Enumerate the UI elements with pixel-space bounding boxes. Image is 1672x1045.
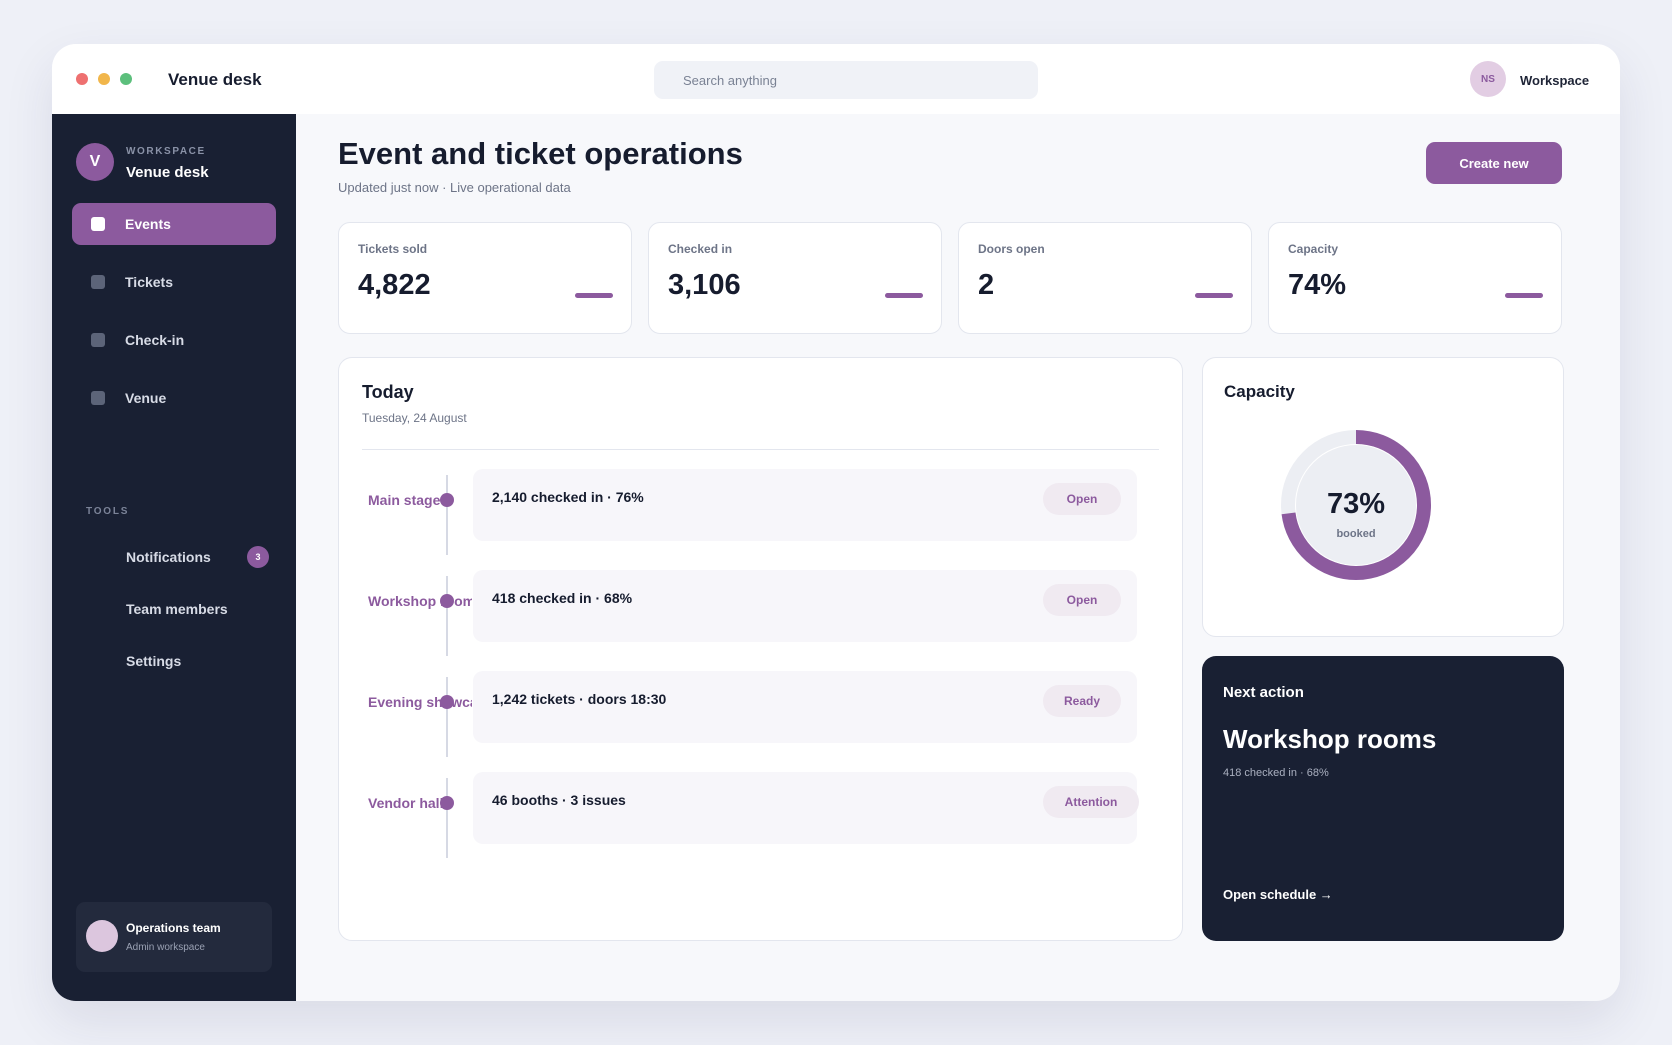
timeline-card[interactable]: 2,140 checked in · 76% Open [473,469,1137,541]
today-panel: Today Tuesday, 24 August Main stage 2,14… [338,357,1183,941]
team-subtitle: Admin workspace [126,942,205,953]
sidebar-item-label: Events [125,216,171,232]
sidebar-item-tickets[interactable]: Tickets [72,261,276,303]
open-schedule-link[interactable]: Open schedule → [1223,887,1333,902]
capacity-panel: Capacity 73% booked [1202,357,1564,637]
timeline-line [446,778,448,858]
divider [362,449,1159,450]
sidebar-item-notifications[interactable]: Notifications [126,549,211,565]
user-avatar[interactable]: NS [1470,61,1506,97]
kpi-value: 74% [1288,269,1347,301]
events-icon [91,217,105,231]
kpi-value: 4,822 [358,269,431,301]
next-action-caption: Next action [1223,684,1304,701]
today-date: Tuesday, 24 August [362,411,467,425]
timeline-line [446,475,448,555]
today-title: Today [362,382,414,402]
sidebar-item-events[interactable]: Events [72,203,276,245]
timeline-dot [440,796,454,810]
timeline-item-name: Main stage [368,492,441,508]
next-action-card: Next action Workshop rooms 418 checked i… [1202,656,1564,941]
venue-icon [91,391,105,405]
team-name: Operations team [126,921,221,935]
check-in-icon [91,333,105,347]
timeline-dot [440,695,454,709]
timeline-card-detail: 1,242 tickets · doors 18:30 [492,691,667,707]
sidebar: V WORKSPACE Venue desk Events Tickets Ch… [52,114,296,1001]
minimize-window-button[interactable] [98,73,110,85]
capacity-title: Capacity [1224,382,1295,401]
tickets-icon [91,275,105,289]
kpi-card-doors-open: Doors open 2 [958,222,1252,334]
sidebar-item-settings[interactable]: Settings [126,653,182,669]
timeline-line [446,677,448,757]
create-new-button[interactable]: Create new [1426,142,1562,184]
status-badge: Open [1043,483,1121,515]
donut-arc [1281,430,1431,580]
title-bar: Venue desk NS Workspace [52,44,1620,114]
status-badge: Attention [1043,786,1139,818]
capacity-label: booked [1336,528,1376,540]
kpi-card-checked-in: Checked in 3,106 [648,222,942,334]
timeline-line [446,576,448,656]
timeline-dot [440,594,454,608]
search-input[interactable] [683,61,1023,99]
timeline-card-detail: 46 booths · 3 issues [492,792,626,808]
notifications-badge: 3 [247,546,269,568]
sidebar-item-label: Check-in [125,332,185,348]
kpi-accent-bar [575,293,613,298]
sidebar-item-team-members[interactable]: Team members [126,601,228,617]
timeline-item-name: Workshop rooms [368,593,472,609]
capacity-donut [1281,430,1431,580]
next-action-title: Workshop rooms [1223,724,1437,754]
tools-caption: TOOLS [86,506,130,517]
team-avatar [86,920,118,952]
kpi-value: 3,106 [668,269,741,301]
page-subtitle: Updated just now · Live operational data [338,180,571,195]
timeline-item-name: Evening showcase [368,694,472,710]
maximize-window-button[interactable] [120,73,132,85]
sidebar-item-label: Tickets [125,274,173,290]
sidebar-item-label: Venue [125,390,167,406]
capacity-value: 73% [1326,488,1386,520]
sidebar-item-check-in[interactable]: Check-in [72,319,276,361]
workspace-caption: WORKSPACE [126,146,206,157]
workspace-menu[interactable]: Workspace [1520,73,1590,88]
timeline-card[interactable]: 46 booths · 3 issues Attention [473,772,1139,844]
team-card[interactable]: Operations team Admin workspace [76,902,272,972]
next-action-subtitle: 418 checked in · 68% [1223,767,1329,779]
status-badge: Open [1043,584,1121,616]
kpi-card-capacity: Capacity 74% [1268,222,1562,334]
workspace-avatar: V [76,143,114,181]
timeline-card[interactable]: 418 checked in · 68% Open [473,570,1137,642]
kpi-label: Tickets sold [358,242,428,256]
timeline-card-detail: 2,140 checked in · 76% [492,489,644,505]
kpi-accent-bar [1195,293,1233,298]
timeline-card-detail: 418 checked in · 68% [492,590,633,606]
status-badge: Ready [1043,685,1121,717]
sidebar-item-venue[interactable]: Venue [72,377,276,419]
app-title: Venue desk [168,70,262,89]
timeline-card[interactable]: 1,242 tickets · doors 18:30 Ready [473,671,1137,743]
timeline-dot [440,493,454,507]
timeline-item-name: Vendor hall [368,795,444,811]
donut-center [1296,445,1416,565]
app-window: Venue desk NS Workspace V WORKSPACE Venu… [52,44,1620,1001]
kpi-accent-bar [1505,293,1543,298]
page-title: Event and ticket operations [338,136,743,171]
workspace-name: Venue desk [126,164,209,181]
kpi-card-tickets-sold: Tickets sold 4,822 [338,222,632,334]
close-window-button[interactable] [76,73,88,85]
kpi-label: Checked in [668,242,733,256]
search-box[interactable] [654,61,1038,99]
kpi-accent-bar [885,293,923,298]
kpi-label: Doors open [978,242,1045,256]
kpi-label: Capacity [1288,242,1339,256]
kpi-value: 2 [978,269,995,301]
